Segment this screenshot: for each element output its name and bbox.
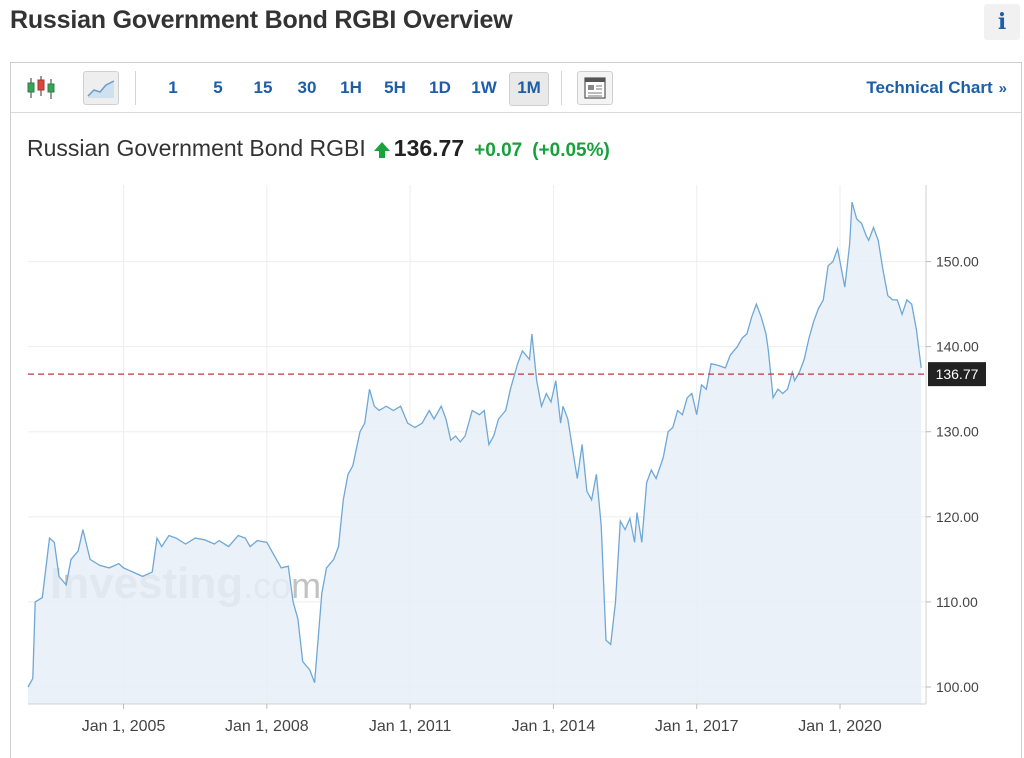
news-layout-icon[interactable] [577,71,613,105]
arrow-up-icon [373,142,390,159]
x-tick-label: Jan 1, 2008 [225,718,309,735]
x-tick-label: Jan 1, 2020 [798,718,882,735]
timeframe-15[interactable]: 15 [253,78,273,97]
timeframe-1d[interactable]: 1D [429,78,451,97]
timeframe-30[interactable]: 30 [297,78,317,97]
timeframe-5[interactable]: 5 [213,78,223,97]
chart-panel: 1 5 15 30 1H 5H 1D 1W 1M Technical Chart… [10,62,1022,758]
y-tick-label: 110.00 [936,594,978,610]
y-tick-label: 150.00 [936,254,979,270]
price-change-percent: (+0.05%) [532,140,610,161]
instrument-name: Russian Government Bond RGBI [27,135,366,161]
timeframe-1[interactable]: 1 [168,78,178,97]
last-price: 136.77 [393,135,465,161]
price-change: +0.07 [474,140,523,161]
x-tick-label: Jan 1, 2011 [369,718,452,735]
info-button[interactable]: i [984,4,1020,40]
timeframe-1m[interactable]: 1M [509,72,549,106]
technical-chart-link[interactable]: Technical Chart » [866,72,1007,104]
y-tick-label: 140.00 [936,339,979,355]
x-tick-label: Jan 1, 2005 [82,718,166,735]
technical-chart-label: Technical Chart [866,78,993,97]
toolbar-separator [561,71,562,105]
timeframe-1h[interactable]: 1H [340,78,362,97]
x-tick-label: Jan 1, 2017 [655,718,739,735]
chevron-right-icon: » [998,80,1007,97]
timeframe-5h[interactable]: 5H [384,78,406,97]
page-title: Russian Government Bond RGBI Overview [10,6,513,34]
series-area [28,202,922,704]
timeframe-1w[interactable]: 1W [471,78,497,97]
y-tick-label: 130.00 [936,424,979,440]
area-chart-icon[interactable] [83,71,119,105]
candlestick-icon[interactable] [23,71,59,105]
last-price-tag [928,362,986,387]
toolbar-separator [135,71,136,105]
quote-header: Russian Government Bond RGBI 136.77 +0.07 (… [27,133,610,163]
last-price-tag-label: 136.77 [936,366,979,382]
chart-toolbar: 1 5 15 30 1H 5H 1D 1W 1M Technical Chart… [11,63,1021,113]
y-tick-label: 100.00 [936,679,979,695]
x-tick-label: Jan 1, 2014 [512,718,596,735]
y-tick-label: 120.00 [936,509,979,525]
